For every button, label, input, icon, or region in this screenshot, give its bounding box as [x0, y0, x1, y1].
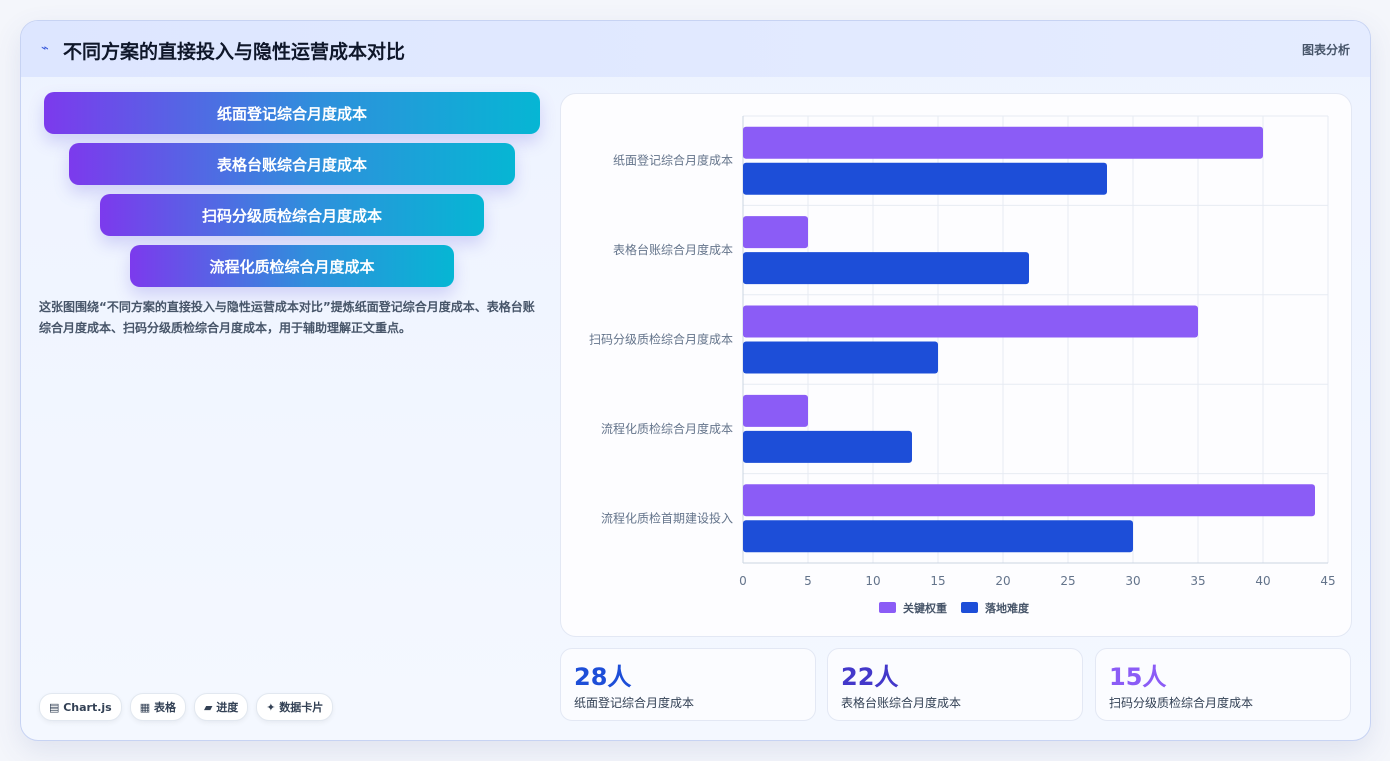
legend-label: 落地难度	[985, 601, 1030, 615]
x-tick-label: 10	[865, 574, 880, 588]
legend-label: 关键权重	[903, 601, 947, 615]
tool-chips: ▤ Chart.js ▦ 表格 ▰ 进度 ✦ 数据卡片	[39, 693, 334, 721]
x-tick-label: 25	[1060, 574, 1075, 588]
bar-chart: 0 5 10 15 20 25 30 35 40 45 纸面登记综合月度成本表格台账综合月度成本扫码…	[589, 115, 1336, 615]
kpi-value: 28人	[574, 663, 632, 691]
page-title: 不同方案的直接投入与隐性运营成本对比	[63, 41, 406, 63]
chip-data-card[interactable]: ✦ 数据卡片	[256, 693, 334, 721]
chart-card: 0 5 10 15 20 25 30 35 40 45 纸面登记综合月度成本 表格台账综合月度成本扫码…	[560, 93, 1352, 637]
x-tick-label: 35	[1190, 574, 1205, 588]
bar	[743, 341, 938, 374]
chip-chartjs[interactable]: ▤ Chart.js	[39, 693, 122, 721]
chip-progress[interactable]: ▰ 进度	[193, 693, 249, 721]
kpi-label: 纸面登记综合月度成本	[574, 696, 695, 710]
legend-swatch	[961, 602, 978, 613]
chip-table[interactable]: ▦ 表格	[129, 693, 186, 721]
x-tick-label: 40	[1255, 574, 1270, 588]
x-tick-label: 5	[804, 574, 812, 588]
x-tick-label: 45	[1320, 574, 1335, 588]
kpi-value: 22人	[841, 663, 899, 691]
kpi-card: 28人 纸面登记综合月度成本	[560, 648, 816, 721]
chart-analysis-tag: 图表分析	[1301, 43, 1350, 57]
y-tick-label: 流程化质检综合月度成本	[601, 421, 733, 436]
funnel-item: 流程化质检综合月度成本	[130, 245, 454, 287]
x-tick-label: 0	[739, 574, 747, 588]
bar	[743, 252, 1029, 285]
bar	[743, 126, 1263, 159]
kpi-card: 22人 表格台账综合月度成本	[827, 648, 1083, 721]
funnel-item: 纸面登记综合月度成本	[44, 92, 540, 134]
kpi-label: 扫码分级质检综合月度成本	[1109, 696, 1254, 710]
kpi-label: 表格台账综合月度成本	[841, 696, 962, 710]
chart-panel: ⌁ 不同方案的直接投入与隐性运营成本对比 图表分析 纸面登记综合月度成本 表格台…	[20, 20, 1371, 741]
line-chart-icon: ⌁	[41, 41, 49, 56]
y-tick-label: 纸面登记综合月度成本	[613, 153, 733, 168]
bar	[743, 394, 808, 427]
chart-description: 这张图围绕“不同方案的直接投入与隐性运营成本对比”提炼纸面登记综合月度成本、表格…	[39, 300, 535, 335]
kpi-value: 15人	[1109, 663, 1167, 691]
y-tick-label: 扫码分级质检综合月度成本	[589, 332, 733, 347]
x-tick-label: 30	[1125, 574, 1140, 588]
bar	[743, 430, 912, 463]
funnel-item: 扫码分级质检综合月度成本	[100, 194, 484, 236]
kpi-card: 15人 扫码分级质检综合月度成本	[1095, 648, 1351, 721]
bar	[743, 520, 1133, 553]
legend-swatch	[879, 602, 896, 613]
bar	[743, 305, 1198, 338]
bar	[743, 162, 1107, 195]
bar	[743, 484, 1315, 517]
y-tick-label: 表格台账综合月度成本	[613, 242, 733, 257]
x-tick-label: 20	[995, 574, 1010, 588]
y-tick-label: 流程化质检首期建设投入	[601, 510, 733, 525]
x-tick-label: 15	[930, 574, 945, 588]
panel-header: ⌁ 不同方案的直接投入与隐性运营成本对比 图表分析	[21, 21, 1370, 77]
funnel-item: 表格台账综合月度成本	[69, 143, 515, 185]
bar	[743, 216, 808, 249]
